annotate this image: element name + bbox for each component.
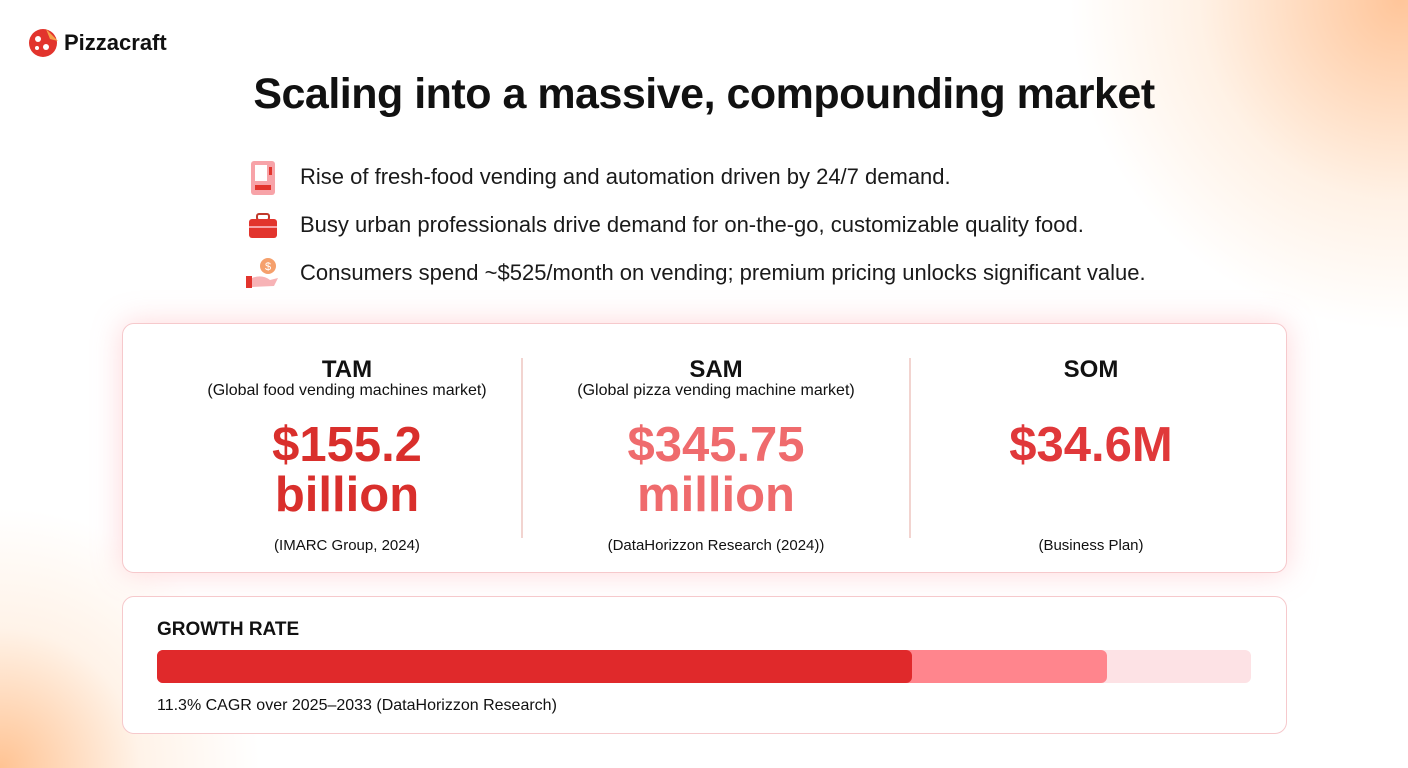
money-hand-icon: $ — [246, 258, 278, 288]
market-value-line: million — [637, 468, 795, 522]
divider — [521, 358, 523, 538]
growth-caption: 11.3% CAGR over 2025–2033 (DataHorizzon … — [157, 697, 557, 714]
market-column: TAM (Global food vending machines market)… — [153, 324, 541, 572]
bullet-text: Busy urban professionals drive demand fo… — [300, 212, 1084, 237]
vending-icon — [251, 161, 275, 195]
market-source: (Business Plan) — [1038, 537, 1144, 554]
market-column: SOM $34.6M (Business Plan) — [897, 324, 1285, 572]
title: Scaling into a massive, compounding mark… — [253, 70, 1155, 118]
briefcase-icon — [249, 213, 277, 238]
growth-card: GROWTH RATE 11.3% CAGR over 2025–2033 (D… — [122, 596, 1287, 734]
market-label: SAM — [689, 356, 743, 383]
growth-heading: GROWTH RATE — [157, 619, 300, 640]
market-description: (Global pizza vending machine market) — [577, 382, 855, 399]
market-value-line: $34.6M — [1009, 418, 1173, 472]
market-label: TAM — [321, 356, 373, 383]
market-column: SAM (Global pizza vending machine market)… — [522, 324, 910, 572]
bullet-text: Rise of fresh-food vending and automatio… — [300, 164, 951, 189]
logo-icon — [29, 29, 58, 57]
market-source: (IMARC Group, 2024) — [274, 537, 420, 554]
market-description: (Global food vending machines market) — [207, 382, 487, 399]
market-value-line: billion — [274, 468, 420, 522]
growth-bar — [157, 650, 1251, 683]
market-value: $345.75 million — [522, 420, 910, 520]
market-value-line: $345.75 — [627, 418, 805, 472]
bullet-text: Consumers spend ~$525/month on vending; … — [300, 260, 1146, 285]
svg-text:$: $ — [265, 261, 271, 273]
market-value: $34.6M — [897, 420, 1285, 470]
divider — [909, 358, 911, 538]
market-card: TAM (Global food vending machines market)… — [122, 323, 1287, 573]
brand: Pizzacraft — [64, 30, 167, 55]
market-source: (DataHorizzon Research (2024)) — [607, 537, 825, 554]
market-value: $155.2 billion — [153, 420, 541, 520]
market-label: SOM — [1063, 356, 1119, 383]
market-value-line: $155.2 — [272, 418, 422, 472]
